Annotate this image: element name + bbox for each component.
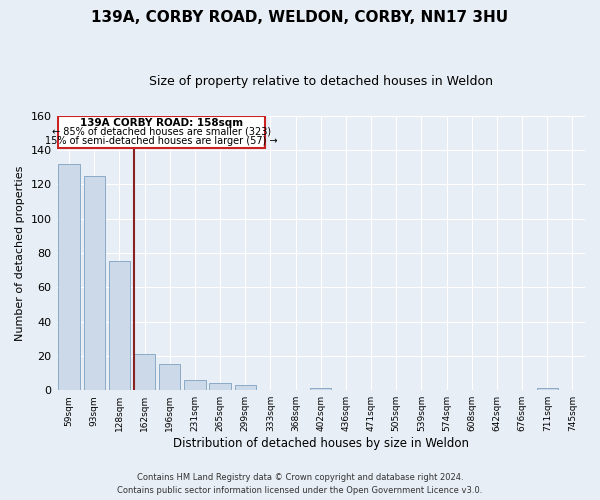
Text: Contains HM Land Registry data © Crown copyright and database right 2024.
Contai: Contains HM Land Registry data © Crown c… [118, 474, 482, 495]
Bar [235, 385, 256, 390]
Text: ← 85% of detached houses are smaller (323): ← 85% of detached houses are smaller (32… [52, 126, 271, 136]
Bar [536, 388, 558, 390]
Title: Size of property relative to detached houses in Weldon: Size of property relative to detached ho… [149, 75, 493, 88]
Bar [58, 116, 265, 148]
Bar [209, 384, 231, 390]
Text: 15% of semi-detached houses are larger (57) →: 15% of semi-detached houses are larger (… [45, 136, 278, 146]
Text: 139A CORBY ROAD: 158sqm: 139A CORBY ROAD: 158sqm [80, 118, 243, 128]
Bar [184, 380, 206, 390]
Bar [310, 388, 331, 390]
Bar [134, 354, 155, 390]
Y-axis label: Number of detached properties: Number of detached properties [15, 165, 25, 340]
Text: 139A, CORBY ROAD, WELDON, CORBY, NN17 3HU: 139A, CORBY ROAD, WELDON, CORBY, NN17 3H… [91, 10, 509, 25]
Bar [58, 164, 80, 390]
Bar [159, 364, 181, 390]
Bar [109, 262, 130, 390]
X-axis label: Distribution of detached houses by size in Weldon: Distribution of detached houses by size … [173, 437, 469, 450]
Bar [83, 176, 105, 390]
